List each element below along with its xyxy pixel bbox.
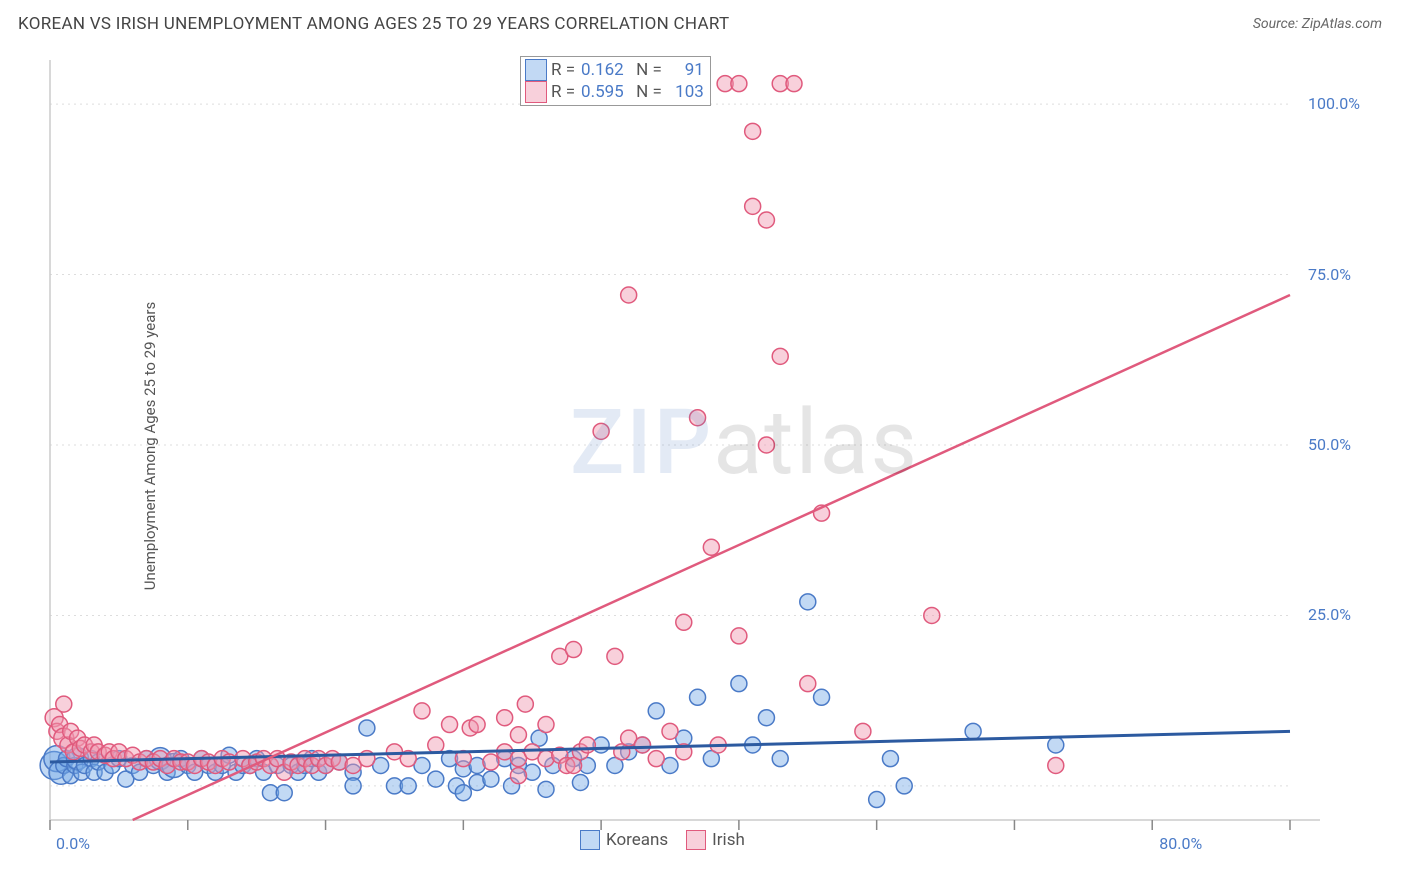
stats-row: R =0.595 N =103 bbox=[525, 81, 704, 103]
stats-box: R =0.162 N =91 R =0.595 N =103 bbox=[520, 56, 711, 106]
legend-label: Irish bbox=[712, 830, 745, 850]
source-label: Source: ZipAtlas.com bbox=[1253, 16, 1382, 32]
legend-color-swatch bbox=[580, 830, 600, 850]
stat-r-label: R = bbox=[551, 60, 575, 80]
stat-n-value: 91 bbox=[666, 60, 704, 80]
stat-n-label: N = bbox=[628, 82, 662, 102]
series-color-swatch bbox=[525, 59, 547, 81]
stat-n-label: N = bbox=[628, 60, 662, 80]
x-tick-label: 80.0% bbox=[1102, 834, 1202, 853]
y-tick-label: 100.0% bbox=[1308, 94, 1360, 113]
y-tick-label: 75.0% bbox=[1308, 265, 1351, 284]
x-tick-label: 0.0% bbox=[56, 834, 90, 853]
stat-r-value: 0.162 bbox=[579, 60, 624, 80]
stat-n-value: 103 bbox=[666, 82, 704, 102]
y-tick-label: 50.0% bbox=[1308, 435, 1351, 454]
stat-r-label: R = bbox=[551, 82, 575, 102]
series-color-swatch bbox=[525, 81, 547, 103]
chart-title: KOREAN VS IRISH UNEMPLOYMENT AMONG AGES … bbox=[18, 14, 729, 34]
chart-svg bbox=[50, 50, 1390, 850]
bottom-legend: Koreans Irish bbox=[580, 830, 745, 850]
stats-row: R =0.162 N =91 bbox=[525, 59, 704, 81]
legend-item: Koreans bbox=[580, 830, 668, 850]
y-tick-label: 25.0% bbox=[1308, 605, 1351, 624]
stat-r-value: 0.595 bbox=[579, 82, 624, 102]
legend-item: Irish bbox=[686, 830, 745, 850]
plot-area: ZIPatlas R =0.162 N =91 R =0.595 N =103 bbox=[50, 50, 1390, 850]
legend-label: Koreans bbox=[606, 830, 668, 850]
legend-color-swatch bbox=[686, 830, 706, 850]
